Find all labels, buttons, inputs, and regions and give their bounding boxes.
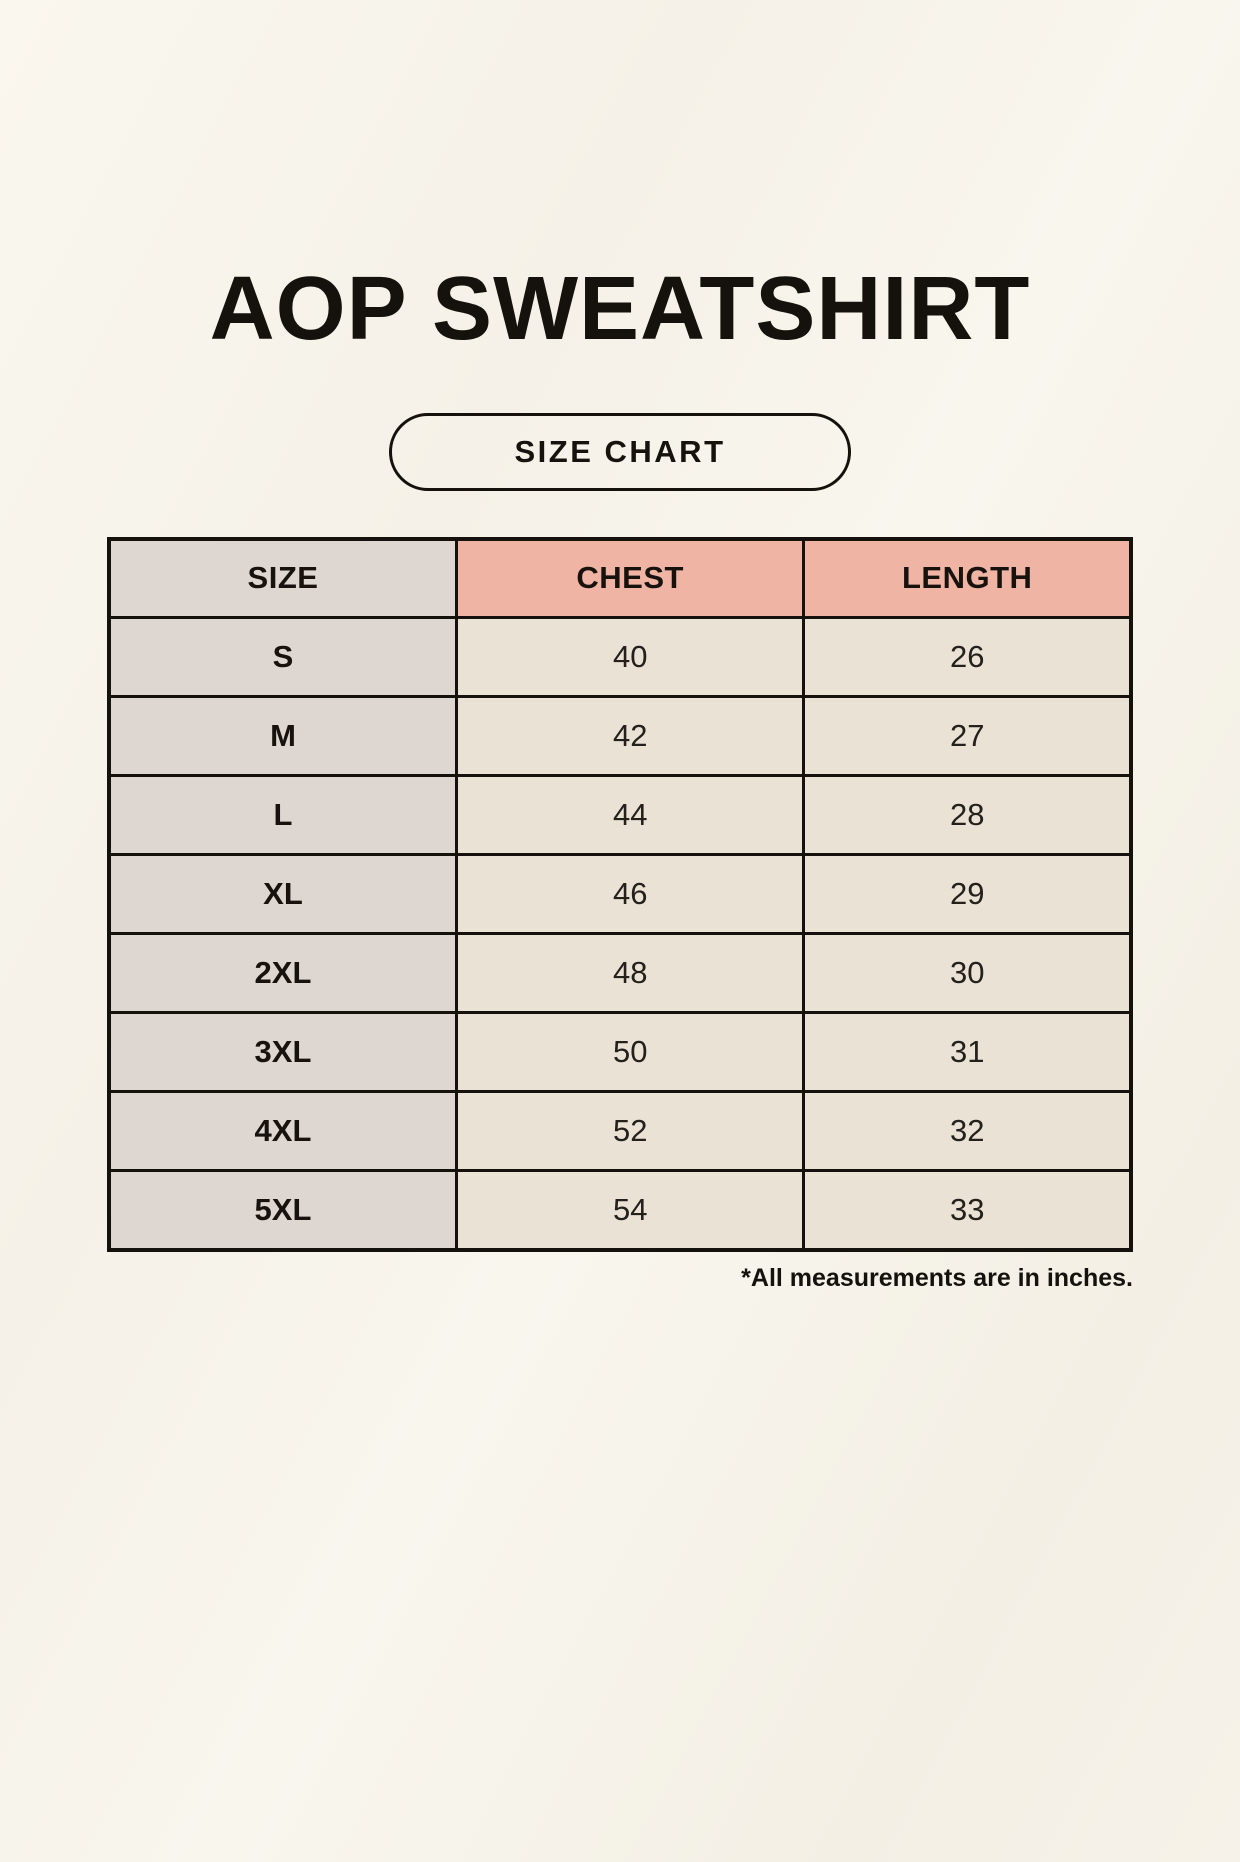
size-label: S bbox=[107, 616, 458, 698]
length-value: 30 bbox=[802, 932, 1133, 1014]
length-value: 32 bbox=[802, 1090, 1133, 1172]
size-chart-table: SIZE CHEST LENGTH S 40 26 M 42 27 L 44 2… bbox=[107, 536, 1133, 1252]
size-label: 2XL bbox=[107, 932, 458, 1014]
table-row: 3XL 50 31 bbox=[107, 1011, 1133, 1093]
length-value: 29 bbox=[802, 853, 1133, 935]
column-header-length: LENGTH bbox=[802, 537, 1133, 619]
chest-value: 52 bbox=[454, 1090, 806, 1172]
table-row: 5XL 54 33 bbox=[107, 1169, 1133, 1251]
size-chart-badge-label: SIZE CHART bbox=[514, 433, 726, 469]
chest-value: 54 bbox=[454, 1169, 806, 1251]
size-label: 4XL bbox=[107, 1090, 458, 1172]
measurements-footnote: *All measurements are in inches. bbox=[741, 1263, 1133, 1292]
chest-value: 40 bbox=[454, 616, 806, 698]
size-label: M bbox=[107, 695, 458, 777]
table-row: XL 46 29 bbox=[107, 853, 1133, 935]
table-row: L 44 28 bbox=[107, 774, 1133, 856]
chest-value: 48 bbox=[454, 932, 806, 1014]
column-header-size: SIZE bbox=[107, 537, 458, 619]
page-title: AOP SWEATSHIRT bbox=[209, 259, 1031, 359]
table-row: S 40 26 bbox=[107, 616, 1133, 698]
chest-value: 46 bbox=[454, 853, 806, 935]
table-row: M 42 27 bbox=[107, 695, 1133, 777]
table-row: 2XL 48 30 bbox=[107, 932, 1133, 1014]
length-value: 27 bbox=[802, 695, 1133, 777]
chest-value: 50 bbox=[454, 1011, 806, 1093]
size-label: 5XL bbox=[107, 1169, 458, 1251]
length-value: 26 bbox=[802, 616, 1133, 698]
size-chart-badge: SIZE CHART bbox=[389, 412, 851, 491]
chest-value: 44 bbox=[454, 774, 806, 856]
size-label: L bbox=[107, 774, 458, 856]
length-value: 31 bbox=[802, 1011, 1133, 1093]
size-chart-page: AOP SWEATSHIRT SIZE CHART SIZE CHEST LEN… bbox=[0, 262, 1240, 1862]
table-row: 4XL 52 32 bbox=[107, 1090, 1133, 1172]
column-header-chest: CHEST bbox=[454, 537, 806, 619]
size-label: 3XL bbox=[107, 1011, 458, 1093]
table-header-row: SIZE CHEST LENGTH bbox=[107, 537, 1133, 619]
length-value: 33 bbox=[802, 1169, 1133, 1251]
chest-value: 42 bbox=[454, 695, 806, 777]
size-label: XL bbox=[107, 853, 458, 935]
length-value: 28 bbox=[802, 774, 1133, 856]
